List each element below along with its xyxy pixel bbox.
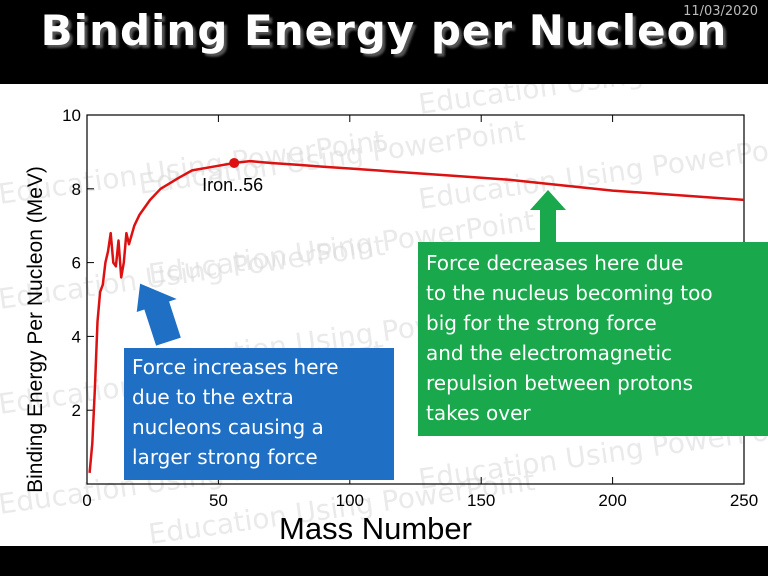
x-tick-label: 200 [598, 491, 626, 510]
x-tick-label: 150 [467, 491, 495, 510]
callout-force-increases: Force increases here due to the extra nu… [124, 348, 394, 480]
callout-right-line: Force decreases here due [426, 251, 684, 275]
arrow-up-blue [136, 283, 181, 346]
y-tick-label: 4 [72, 327, 81, 346]
slide-content: Education Using PowerPoint Education Usin… [0, 84, 768, 546]
callout-right-line: and the electromagnetic [426, 341, 672, 365]
callout-right-line: big for the strong force [426, 311, 657, 335]
y-axis-label: Binding Energy Per Nucleon (MeV) [24, 166, 47, 493]
callout-right-line: repulsion between protons [426, 371, 693, 395]
y-tick-label: 8 [72, 180, 81, 199]
callout-right-line: to the nucleus becoming too [426, 281, 713, 305]
iron-56-label: Iron..56 [202, 175, 263, 195]
slide-header: Binding Energy per Nucleon 11/03/2020 [0, 0, 768, 84]
x-tick-label: 250 [730, 491, 758, 510]
x-tick-label: 0 [82, 491, 91, 510]
arrows-group [136, 190, 566, 346]
callout-right-line: takes over [426, 401, 531, 425]
slide-footer [0, 546, 768, 576]
watermark-text: Education Using PowerPoint [0, 84, 387, 91]
y-tick-label: 6 [72, 254, 81, 273]
y-tick-label: 2 [72, 401, 81, 420]
x-tick-label: 50 [209, 491, 228, 510]
arrow-up-green [530, 190, 566, 244]
callout-force-decreases: Force decreases here due to the nucleus … [418, 242, 768, 436]
y-tick-label: 10 [62, 106, 81, 125]
callout-left-line: Force increases here [132, 355, 339, 379]
callout-left-line: nucleons causing a [132, 415, 324, 439]
axes-group: 0 50 100 150 200 250 2 4 6 8 10 Mass Number Binding … [24, 106, 758, 546]
callout-left-line: due to the extra [132, 385, 294, 409]
watermark-text: Education Using PowerPoint [0, 229, 387, 316]
callout-left-line: larger strong force [132, 445, 318, 469]
series-line [88, 159, 745, 474]
binding-energy-chart: Education Using PowerPoint Education Usin… [0, 84, 768, 546]
slide-date: 11/03/2020 [683, 4, 758, 19]
x-tick-label: 100 [336, 491, 364, 510]
iron-56-marker [229, 157, 240, 168]
series-group: Iron..56 [88, 157, 745, 474]
slide-title: Binding Energy per Nucleon [40, 6, 728, 55]
x-axis-label: Mass Number [279, 511, 472, 546]
